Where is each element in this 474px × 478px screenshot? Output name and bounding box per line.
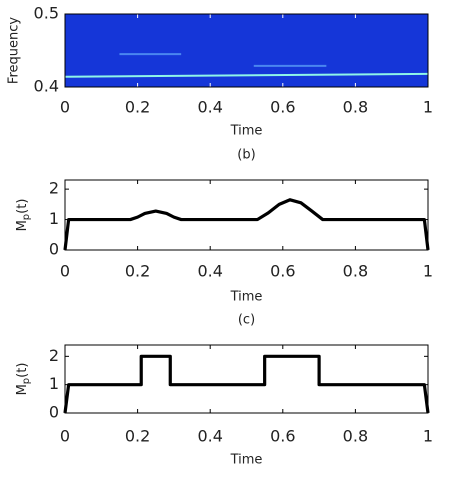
y-tick-label: 0.4 <box>34 77 59 96</box>
y-axis-label: Frequency <box>7 17 22 84</box>
y-axis-label: Mp(t) <box>15 199 33 232</box>
panel-caption: (c) <box>238 313 255 328</box>
x-tick-label: 0.4 <box>197 98 222 117</box>
x-tick-label: 0.4 <box>197 427 222 446</box>
x-tick-label: 0.8 <box>343 427 368 446</box>
y-tick-label: 2 <box>49 346 59 365</box>
y-axis-label-subscript: p <box>21 214 32 220</box>
y-axis-label-suffix: (t) <box>15 199 30 214</box>
x-tick-label: 0.6 <box>270 262 295 281</box>
x-tick-label: 0.2 <box>125 427 150 446</box>
y-tick-label: 0 <box>49 403 59 422</box>
x-axis-label: Time <box>230 290 263 305</box>
y-axis-label-text: M <box>15 384 30 395</box>
x-tick-label: 0.6 <box>270 98 295 117</box>
x-tick-label: 0.8 <box>343 98 368 117</box>
x-axis-label: Time <box>230 124 263 139</box>
x-tick-label: 0 <box>60 427 70 446</box>
x-tick-label: 1 <box>423 98 433 117</box>
axes-box <box>64 179 429 251</box>
panel-caption: (b) <box>237 148 255 163</box>
x-tick-label: 0 <box>60 98 70 117</box>
x-tick-label: 0.6 <box>270 427 295 446</box>
x-tick-label: 0.2 <box>125 262 150 281</box>
y-axis-label-text: M <box>15 220 30 231</box>
y-tick-label: 0 <box>49 240 59 259</box>
x-tick-label: 0.8 <box>343 262 368 281</box>
y-axis-label-suffix: (t) <box>15 363 30 378</box>
x-tick-label: 0.4 <box>197 262 222 281</box>
y-tick-label: 1 <box>49 374 59 393</box>
x-tick-label: 1 <box>423 262 433 281</box>
y-tick-label: 2 <box>49 179 59 198</box>
x-tick-label: 0.2 <box>125 98 150 117</box>
axes-box <box>64 13 429 88</box>
x-axis-label: Time <box>230 453 263 468</box>
y-tick-label: 1 <box>49 209 59 228</box>
series-line <box>63 198 430 251</box>
series-line <box>63 354 430 414</box>
ridge <box>65 72 428 78</box>
x-tick-label: 1 <box>423 427 433 446</box>
y-axis-label-subscript: p <box>21 378 32 384</box>
y-tick-label: 0.5 <box>34 4 59 23</box>
x-tick-label: 0 <box>60 262 70 281</box>
y-axis-label: Mp(t) <box>15 363 33 396</box>
axes-box <box>64 344 429 414</box>
